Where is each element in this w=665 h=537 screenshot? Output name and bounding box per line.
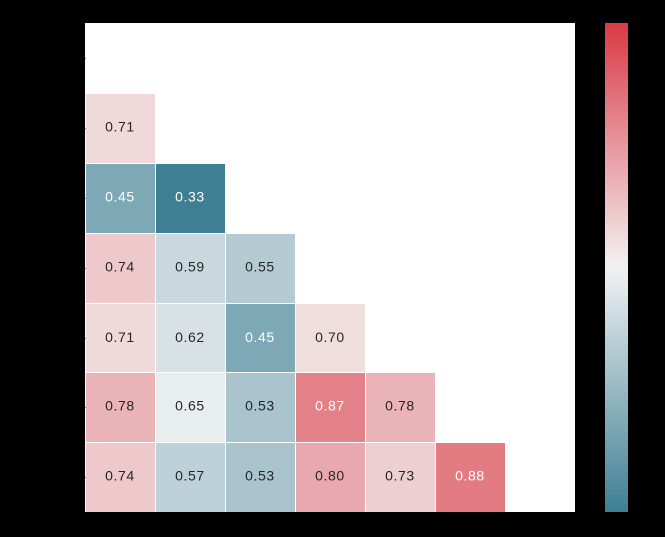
svg-text:0.53: 0.53	[245, 398, 275, 414]
svg-text:0.78: 0.78	[105, 398, 135, 414]
svg-text:0.55: 0.55	[245, 259, 275, 275]
svg-text:0.80: 0.80	[315, 468, 345, 484]
svg-text:0.45: 0.45	[245, 329, 275, 345]
svg-text:0.57: 0.57	[175, 468, 205, 484]
svg-text:0.70: 0.70	[315, 329, 345, 345]
svg-text:0.65: 0.65	[175, 398, 205, 414]
svg-text:0.87: 0.87	[315, 398, 345, 414]
svg-text:0.74: 0.74	[105, 259, 135, 275]
svg-text:0.62: 0.62	[175, 329, 205, 345]
svg-text:0.71: 0.71	[105, 329, 135, 345]
svg-text:0.53: 0.53	[245, 468, 275, 484]
svg-text:0.71: 0.71	[105, 119, 135, 135]
svg-text:0.88: 0.88	[455, 468, 485, 484]
svg-text:0.78: 0.78	[385, 398, 415, 414]
svg-text:0.33: 0.33	[175, 189, 205, 205]
svg-text:0.45: 0.45	[105, 189, 135, 205]
svg-text:0.73: 0.73	[385, 468, 415, 484]
svg-text:0.59: 0.59	[175, 259, 205, 275]
svg-text:0.74: 0.74	[105, 468, 135, 484]
